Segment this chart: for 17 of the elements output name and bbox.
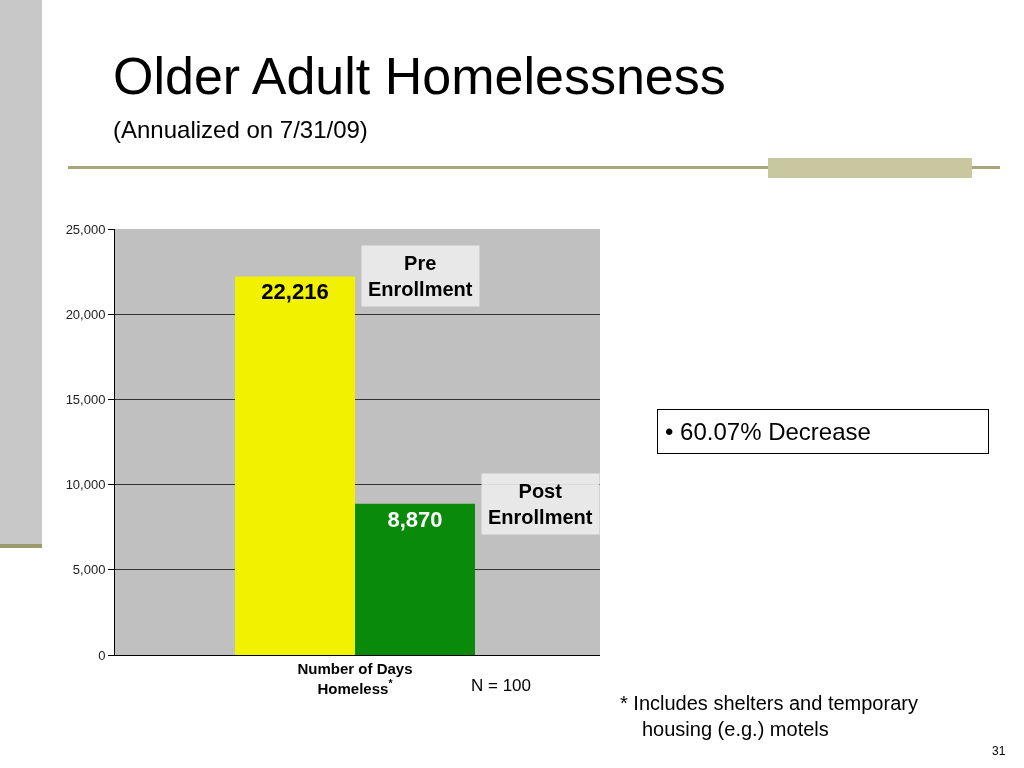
- x-tick-label: Number of Days Homeless$^{*}$: [297, 660, 413, 697]
- y-tick-label: 20,000: [65, 306, 106, 322]
- text: * Includes shelters and temporary housing (e.g.) motels: [620, 691, 919, 742]
- chart-title: Older Adult Homelessness: [113, 46, 726, 106]
- text: N = 100: [471, 676, 532, 696]
- y-tick-label: 25,000: [65, 221, 106, 237]
- data-label: 8,870: [387, 506, 443, 532]
- text: • 60.07% Decrease: [665, 417, 871, 447]
- series-label: Post Enrollment: [488, 480, 593, 528]
- y-tick-label: 15,000: [65, 391, 106, 407]
- y-tick-label: 10,000: [65, 477, 106, 493]
- data-label: 22,216: [261, 279, 329, 305]
- chart-subtitle: (Annualized on 7/31/09): [113, 116, 368, 144]
- text: 31: [992, 744, 1006, 758]
- y-tick-label: 0: [98, 647, 106, 663]
- y-tick-label: 5,000: [72, 562, 106, 578]
- series-label: Pre Enrollment: [368, 252, 473, 300]
